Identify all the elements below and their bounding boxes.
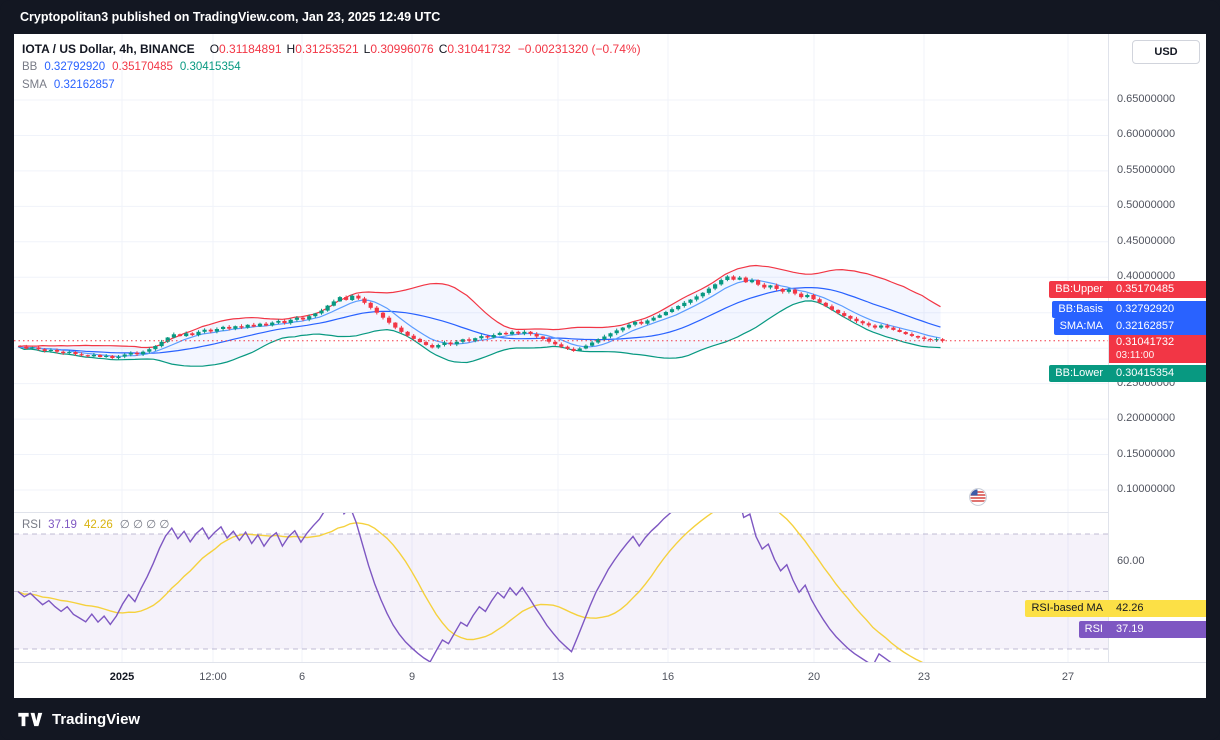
rsi-value: 37.19 xyxy=(48,519,77,531)
price-axis-tick: 0.40000000 xyxy=(1117,270,1176,283)
attribution-bar: Cryptopolitan3 published on TradingView.… xyxy=(0,0,1220,34)
currency-usd-button[interactable]: USD xyxy=(1132,40,1200,64)
price-pane[interactable]: IOTA / US Dollar, 4h, BINANCE O0.31184891… xyxy=(14,34,1108,512)
event-flag-icon[interactable] xyxy=(969,488,987,506)
ohlc-change: −0.00231320 (−0.74%) xyxy=(517,42,641,56)
bb-indicator-label: BB xyxy=(22,61,38,73)
rsi-pane[interactable]: RSI 37.19 42.26 ∅ ∅ ∅ ∅ xyxy=(14,512,1108,662)
ohlc-low-label: L xyxy=(363,42,371,56)
price-chart-canvas[interactable] xyxy=(14,34,1108,512)
time-axis[interactable]: 2025 12:00 6 9 13 16 20 23 27 xyxy=(14,662,1206,698)
candles xyxy=(18,275,945,360)
chart-window: IOTA / US Dollar, 4h, BINANCE O0.31184891… xyxy=(14,34,1206,698)
rsi-legend[interactable]: RSI 37.19 42.26 ∅ ∅ ∅ ∅ xyxy=(22,517,176,531)
bb-upper-value: 0.35170485 xyxy=(112,61,173,73)
price-axis-tick: 0.10000000 xyxy=(1117,482,1176,495)
bb-upper-line xyxy=(17,264,941,349)
sma-line xyxy=(17,279,941,357)
time-axis-label[interactable]: 12:00 xyxy=(199,671,227,683)
price-axis-tick: 0.20000000 xyxy=(1117,412,1176,425)
ohlc-open-label: O xyxy=(209,42,220,56)
sma-indicator-label: SMA xyxy=(22,79,47,91)
ohlc-high-label: H xyxy=(286,42,296,56)
sma-legend-row[interactable]: SMA 0.32162857 xyxy=(22,76,641,94)
ohlc-low-value: 0.30996076 xyxy=(370,42,434,56)
tradingview-wordmark: TradingView xyxy=(52,710,141,728)
rsi-ma-value: 42.26 xyxy=(83,519,113,531)
rsi-line xyxy=(17,513,892,662)
time-axis-label[interactable]: 2025 xyxy=(109,671,135,683)
symbol-title[interactable]: IOTA / US Dollar, 4h, BINANCE xyxy=(22,42,195,56)
rsi-axis-tick: 60.00 xyxy=(1117,554,1145,567)
time-axis-label[interactable]: 6 xyxy=(298,671,306,683)
price-axis-tick: 0.25000000 xyxy=(1117,376,1176,389)
bb-basis-line xyxy=(17,287,941,354)
price-axis-tick: 0.15000000 xyxy=(1117,447,1176,460)
bb-lower-line xyxy=(17,300,941,367)
time-axis-label[interactable]: 27 xyxy=(1061,671,1075,683)
time-axis-label[interactable]: 23 xyxy=(917,671,931,683)
ohlc-close-value: 0.31041732 xyxy=(447,42,511,56)
price-axis-tick: 0.60000000 xyxy=(1117,128,1176,141)
footer-bar: TradingView xyxy=(0,698,1220,740)
symbol-legend-row: IOTA / US Dollar, 4h, BINANCE O0.31184891… xyxy=(22,40,641,58)
rsi-ma-line xyxy=(17,513,924,662)
price-axis-tick: 0.45000000 xyxy=(1117,234,1176,247)
time-axis-label[interactable]: 16 xyxy=(661,671,675,683)
time-axis-label[interactable]: 20 xyxy=(807,671,821,683)
ohlc-close-label: C xyxy=(438,42,448,56)
rsi-indicator-label: RSI xyxy=(22,519,42,531)
price-axis-tick: 0.50000000 xyxy=(1117,199,1176,212)
time-axis-label[interactable]: 9 xyxy=(408,671,416,683)
tradingview-mark-icon xyxy=(18,712,43,726)
ohlc-high-value: 0.31253521 xyxy=(295,42,359,56)
rsi-chart-canvas[interactable] xyxy=(14,513,1108,662)
rsi-empty-values: ∅ ∅ ∅ ∅ xyxy=(119,519,170,531)
bb-lower-value: 0.30415354 xyxy=(179,61,241,73)
price-axis-tick: 0.65000000 xyxy=(1117,93,1176,105)
sma-value: 0.32162857 xyxy=(53,79,115,91)
time-axis-label[interactable]: 13 xyxy=(551,671,565,683)
price-axis[interactable]: USD 0.65000000 0.60000000 0.55000000 0.5000… xyxy=(1108,34,1206,662)
bb-basis-value: 0.32792920 xyxy=(44,61,106,73)
ohlc-open-value: 0.31184891 xyxy=(219,42,282,56)
attribution-text: Cryptopolitan3 published on TradingView.… xyxy=(20,10,441,24)
price-grid xyxy=(14,34,1108,512)
tradingview-logo[interactable]: TradingView xyxy=(18,711,140,728)
us-flag-roundel xyxy=(969,488,987,506)
bb-legend-row[interactable]: BB 0.32792920 0.35170485 0.30415354 xyxy=(22,58,641,76)
price-axis-tick: 0.55000000 xyxy=(1117,163,1176,176)
symbol-legend: IOTA / US Dollar, 4h, BINANCE O0.31184891… xyxy=(22,40,641,94)
